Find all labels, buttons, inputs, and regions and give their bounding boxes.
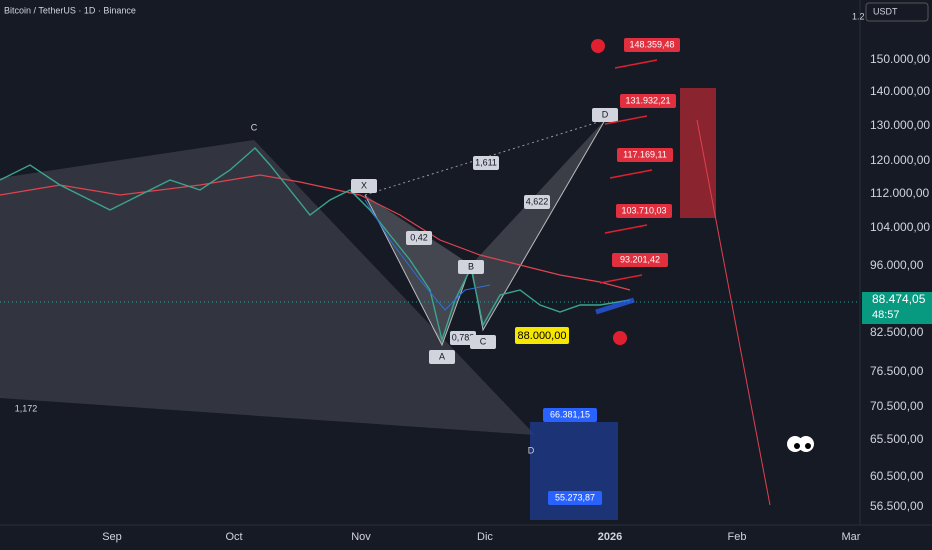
pattern-label-box — [450, 331, 476, 345]
target-label: 131.932,21 — [625, 95, 670, 105]
target-line — [604, 224, 648, 234]
pattern-label-box — [470, 335, 496, 349]
current-price: 88.474,05 — [872, 292, 926, 306]
support-box — [515, 327, 569, 344]
time-tick-label: 2026 — [598, 531, 622, 543]
current-price-box — [862, 292, 932, 324]
price-tick-label: 82.500,00 — [870, 325, 924, 339]
marker — [613, 331, 627, 345]
target-label: 148.359,48 — [629, 39, 674, 49]
pattern-label-box — [592, 108, 618, 122]
price-tick-label: 65.500,00 — [870, 432, 924, 446]
target-line — [614, 59, 658, 69]
pattern-label-box — [406, 231, 432, 245]
target-label: 93.201,42 — [620, 254, 660, 264]
pattern-label: D — [528, 445, 535, 455]
target-label: 103.710,03 — [621, 205, 666, 215]
pupil — [794, 443, 800, 449]
time-tick-label: Mar — [842, 531, 861, 543]
time-tick-label: Sep — [102, 531, 122, 543]
target-label-box — [612, 253, 668, 267]
price-tick-label: 76.500,00 — [870, 364, 924, 378]
zone-label: 66.381,15 — [550, 409, 590, 419]
price-path — [0, 147, 631, 343]
pattern-label: D — [602, 109, 609, 119]
price-tick-label: 104.000,00 — [870, 220, 930, 234]
target-line — [609, 169, 653, 179]
target-label-box — [624, 38, 680, 52]
pattern-label: 4,622 — [526, 196, 549, 206]
currency-button[interactable] — [865, 2, 929, 22]
zone-label-box — [543, 408, 597, 422]
price-tick-label: 140.000,00 — [870, 84, 930, 98]
pattern-label: 1,611 — [475, 157, 497, 167]
zone-label-box — [548, 491, 602, 505]
countdown: 48:57 — [872, 309, 900, 321]
scale: 1.2 — [852, 11, 865, 21]
symbol-title: Bitcoin / TetherUS · 1D · Binance — [4, 5, 136, 15]
time-tick-label: Dic — [477, 531, 493, 543]
pattern-label: B — [468, 261, 474, 271]
marker — [591, 39, 605, 53]
target-label: 117.169,11 — [623, 149, 667, 159]
target-zone — [680, 88, 716, 218]
target-label-box — [616, 204, 672, 218]
time-tick-label: Nov — [351, 531, 371, 543]
pattern-label: X — [361, 180, 367, 190]
ema-line — [364, 199, 491, 311]
pattern-label: 0,782 — [452, 332, 475, 342]
pattern-label-box — [458, 260, 484, 274]
moving-average — [0, 174, 631, 291]
price-tick-label: 120.000,00 — [870, 153, 930, 167]
blue-zone — [530, 422, 618, 520]
pattern-label-box — [429, 350, 455, 364]
price-tick-label: 130.000,00 — [870, 118, 930, 132]
pattern-label: 0,42 — [410, 232, 428, 242]
zone-label: 55.273,87 — [555, 492, 595, 502]
price-tick-label: 70.500,00 — [870, 399, 924, 413]
price-tick-label: 60.500,00 — [870, 469, 924, 483]
target-line — [599, 274, 643, 284]
price-tick-label: 112.000,00 — [870, 186, 929, 200]
pattern-label: 1,172 — [15, 403, 38, 413]
pattern-label: C — [251, 122, 258, 132]
pattern-label-box — [473, 156, 499, 170]
pupil — [805, 443, 811, 449]
pattern-label-box — [524, 195, 550, 209]
pattern-xab — [365, 195, 471, 345]
pattern-label-box — [351, 179, 377, 193]
target-label-box — [620, 94, 676, 108]
time-tick-label: Feb — [728, 531, 747, 543]
time-tick-label: Oct — [225, 531, 242, 543]
pattern-bcd — [471, 120, 605, 330]
pattern-label: A — [439, 351, 445, 361]
price-tick-label: 96.000,00 — [870, 258, 924, 272]
down-arrow — [696, 119, 771, 506]
currency[interactable]: USDT — [873, 6, 898, 16]
pattern-label: C — [480, 336, 487, 346]
fib-area — [0, 140, 535, 435]
price-tick-label: 56.500,00 — [870, 499, 924, 513]
price-tick-label: 150.000,00 — [870, 52, 930, 66]
support-label: 88.000,00 — [518, 330, 567, 342]
channel — [595, 297, 635, 315]
target-label-box — [617, 148, 673, 162]
target-line — [604, 115, 648, 125]
